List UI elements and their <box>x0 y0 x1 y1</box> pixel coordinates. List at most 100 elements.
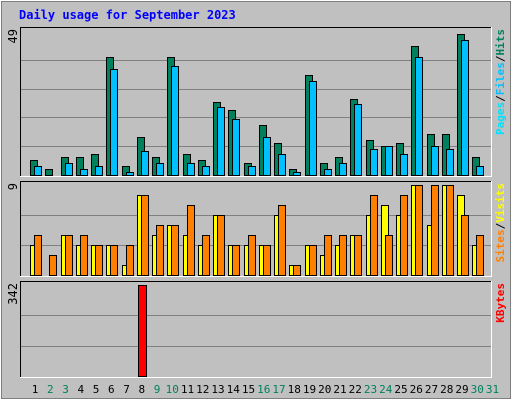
sites-bar <box>476 235 484 276</box>
files-bar <box>171 66 179 176</box>
files-bar <box>202 166 210 176</box>
files-bar <box>232 119 240 176</box>
files-bar <box>95 166 103 176</box>
x-tick-label: 17 <box>272 383 285 396</box>
files-bar <box>156 163 164 176</box>
x-axis-day-labels: 1 2 3 4 5 6 7 8 9 10 11 12 13 14 15 16 17 18 19 20 21 22 23 24 2… <box>32 383 499 396</box>
sites-bar <box>263 245 271 276</box>
x-tick-label: 26 <box>410 383 423 396</box>
sites-bar <box>461 215 469 276</box>
x-tick-label: 24 <box>379 383 393 396</box>
sites-bar <box>248 235 256 276</box>
x-tick-label: 13 <box>211 383 224 396</box>
sites-bar <box>324 235 332 276</box>
x-tick-label: 6 <box>108 383 115 396</box>
files-bar <box>141 151 149 176</box>
files-bar <box>187 163 195 176</box>
sites-bar <box>141 195 149 276</box>
x-tick-label: 12 <box>196 383 209 396</box>
files-bar <box>126 172 134 176</box>
y-axis-max-label: 9 <box>6 183 20 190</box>
files-bar <box>400 154 408 176</box>
sites-bar <box>400 195 408 276</box>
sites-bar <box>95 245 103 276</box>
sites-bar <box>217 215 225 276</box>
x-tick-label: 30 <box>471 383 484 396</box>
x-tick-label: 20 <box>318 383 331 396</box>
files-bar <box>370 149 378 176</box>
y-axis-max-label: 49 <box>6 29 20 43</box>
files-bar <box>431 146 439 176</box>
sites-bar <box>156 225 164 276</box>
chart-panels: 49 Pages/Files/Hits 9 Sites/Visits 342 KBytes <box>6 27 507 378</box>
x-tick-label: 2 <box>47 383 54 396</box>
sites-bar <box>80 235 88 276</box>
x-tick-label: 1 <box>32 383 39 396</box>
chart-panel-2: 9 Sites/Visits <box>6 181 507 277</box>
x-tick-label: 8 <box>138 383 145 396</box>
legend-separator: / <box>494 55 507 62</box>
x-tick-label: 5 <box>93 383 100 396</box>
x-tick-label: 23 <box>364 383 377 396</box>
plot-area <box>20 281 492 378</box>
sites-bar <box>202 235 210 276</box>
legend: Pages/Files/Hits <box>494 29 507 135</box>
y-axis-max-label: 342 <box>6 283 20 305</box>
sites-bar <box>187 205 195 276</box>
x-tick-label: 19 <box>303 383 316 396</box>
legend-hits: Hits <box>494 29 507 56</box>
files-bar <box>34 166 42 176</box>
x-tick-label: 27 <box>425 383 438 396</box>
x-tick-label: 28 <box>440 383 453 396</box>
files-bar <box>385 146 393 176</box>
x-tick-label: 25 <box>394 383 407 396</box>
files-bar <box>309 81 317 176</box>
x-tick-label: 11 <box>181 383 194 396</box>
legend-sites: Sites <box>494 229 507 262</box>
files-bar <box>461 40 469 176</box>
x-tick-label: 3 <box>62 383 69 396</box>
sites-bar <box>110 245 118 276</box>
legend-kbytes: KBytes <box>494 283 507 323</box>
x-tick-label: 21 <box>333 383 346 396</box>
files-bar <box>217 107 225 176</box>
x-tick-label: 16 <box>257 383 270 396</box>
files-bar <box>65 163 73 176</box>
x-tick-label: 29 <box>455 383 468 396</box>
sites-bar <box>415 185 423 276</box>
files-bar <box>110 69 118 176</box>
sites-bar <box>431 185 439 276</box>
files-bar <box>415 57 423 176</box>
legend: Sites/Visits <box>494 183 507 263</box>
files-bar <box>248 166 256 176</box>
files-bar <box>293 172 301 176</box>
files-bar <box>354 104 362 176</box>
legend-files: Files <box>494 62 507 95</box>
sites-bar <box>126 245 134 276</box>
sites-bar <box>339 235 347 276</box>
x-tick-label: 4 <box>77 383 84 396</box>
files-bar <box>324 169 332 176</box>
sites-bar <box>278 205 286 276</box>
sites-bar <box>34 235 42 276</box>
x-tick-label: 31 <box>486 383 499 396</box>
x-tick-label: 15 <box>242 383 255 396</box>
sites-bar <box>232 245 240 276</box>
chart-title: Daily usage for September 2023 <box>19 8 236 22</box>
files-bar <box>263 137 271 176</box>
sites-bar <box>49 255 57 276</box>
kbytes-bar <box>138 285 147 377</box>
files-bar <box>80 169 88 176</box>
sites-bar <box>354 235 362 276</box>
files-bar <box>278 154 286 176</box>
x-tick-label: 22 <box>349 383 362 396</box>
hits-bar <box>45 169 53 176</box>
sites-bar <box>293 265 301 276</box>
files-bar <box>339 163 347 176</box>
sites-bar <box>370 195 378 276</box>
sites-bar <box>446 185 454 276</box>
x-tick-label: 10 <box>166 383 179 396</box>
